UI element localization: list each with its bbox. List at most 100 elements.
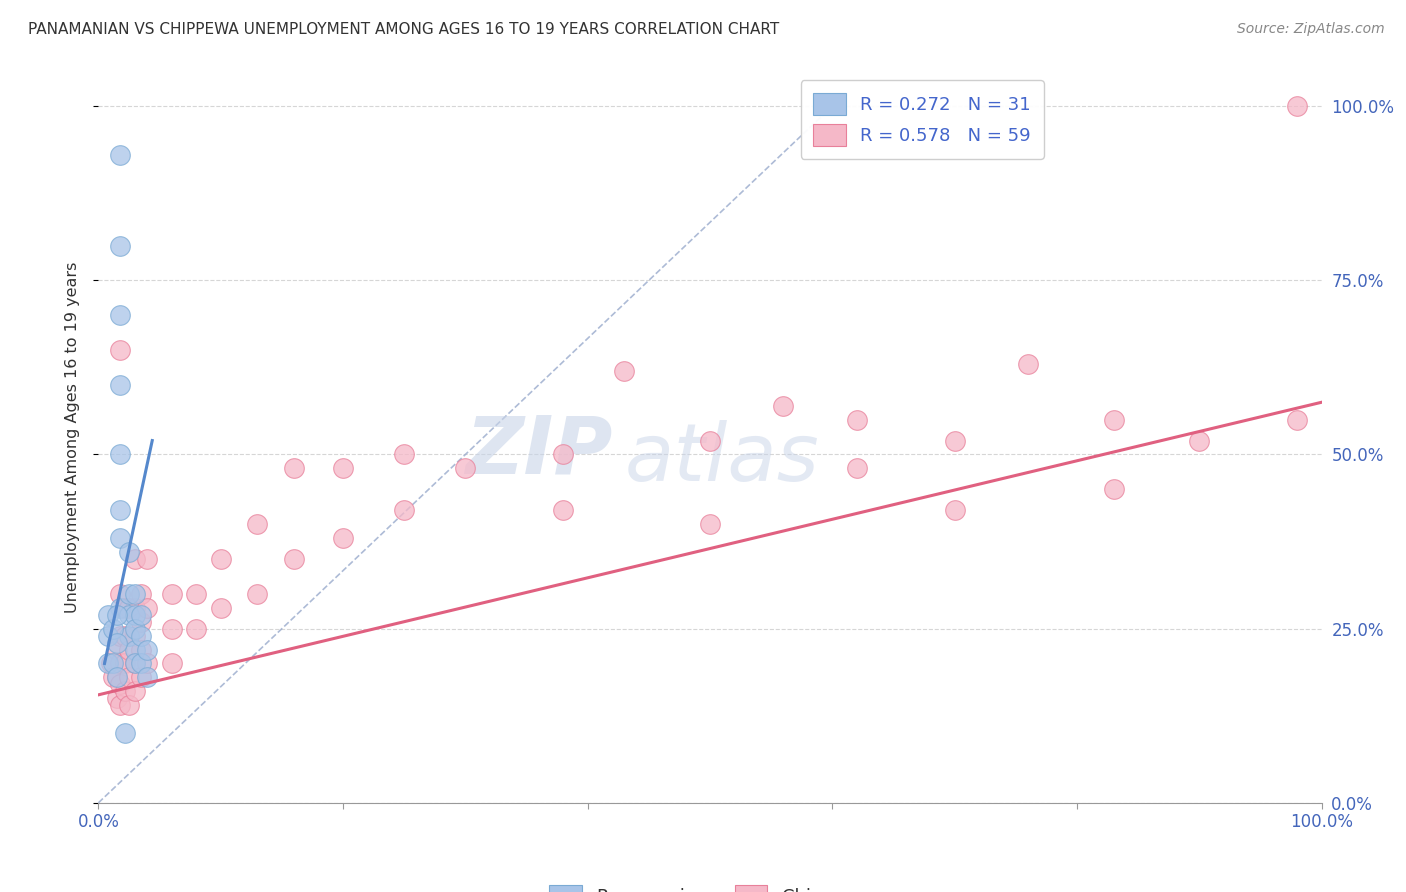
Point [1286, 99, 1309, 113]
Point [1286, 412, 1309, 426]
Point [283, 552, 305, 566]
Point [186, 587, 208, 601]
Point [699, 434, 721, 448]
Point [553, 448, 575, 462]
Point [100, 657, 122, 671]
Point [105, 670, 128, 684]
Point [118, 629, 141, 643]
Point [136, 642, 159, 657]
Point [553, 503, 575, 517]
Point [136, 600, 159, 615]
Point [1102, 483, 1125, 497]
Point [97, 607, 120, 622]
Point [105, 670, 128, 684]
Point [110, 629, 132, 643]
Point [160, 657, 183, 671]
Point [110, 531, 132, 545]
Point [105, 691, 128, 706]
Y-axis label: Unemployment Among Ages 16 to 19 years: Unemployment Among Ages 16 to 19 years [65, 261, 80, 613]
Text: ZIP: ZIP [465, 413, 612, 491]
Point [118, 607, 141, 622]
Point [105, 607, 128, 622]
Point [124, 629, 146, 643]
Point [943, 503, 966, 517]
Point [124, 642, 146, 657]
Point [101, 622, 124, 636]
Point [97, 629, 120, 643]
Point [105, 635, 128, 649]
Point [772, 399, 794, 413]
Point [118, 642, 141, 657]
Point [114, 684, 136, 698]
Point [124, 657, 146, 671]
Point [114, 657, 136, 671]
Text: Source: ZipAtlas.com: Source: ZipAtlas.com [1237, 22, 1385, 37]
Point [699, 517, 721, 532]
Point [110, 148, 132, 162]
Point [124, 684, 146, 698]
Point [101, 657, 124, 671]
Point [845, 461, 868, 475]
Point [129, 657, 152, 671]
Point [136, 670, 159, 684]
Point [118, 545, 141, 559]
Point [110, 448, 132, 462]
Point [332, 531, 354, 545]
Text: PANAMANIAN VS CHIPPEWA UNEMPLOYMENT AMONG AGES 16 TO 19 YEARS CORRELATION CHART: PANAMANIAN VS CHIPPEWA UNEMPLOYMENT AMON… [28, 22, 779, 37]
Point [613, 364, 636, 378]
Point [124, 657, 146, 671]
Point [943, 434, 966, 448]
Point [392, 448, 416, 462]
Point [114, 629, 136, 643]
Point [392, 503, 416, 517]
Point [110, 377, 132, 392]
Point [1017, 357, 1039, 371]
Point [110, 587, 132, 601]
Point [118, 698, 141, 713]
Point [129, 629, 152, 643]
Point [129, 615, 152, 629]
Point [160, 622, 183, 636]
Point [101, 670, 124, 684]
Point [110, 657, 132, 671]
Point [246, 517, 269, 532]
Point [246, 587, 269, 601]
Point [124, 587, 146, 601]
Point [105, 642, 128, 657]
Point [160, 587, 183, 601]
Point [114, 726, 136, 740]
Point [209, 600, 232, 615]
Point [110, 677, 132, 691]
Point [110, 600, 132, 615]
Point [129, 607, 152, 622]
Point [1102, 412, 1125, 426]
Point [1188, 434, 1211, 448]
Point [124, 622, 146, 636]
Point [332, 461, 354, 475]
Point [114, 600, 136, 615]
Legend: Panamanians, Chippewa: Panamanians, Chippewa [541, 878, 879, 892]
Text: atlas: atlas [624, 420, 820, 498]
Point [124, 607, 146, 622]
Point [110, 238, 132, 252]
Point [110, 503, 132, 517]
Point [97, 657, 120, 671]
Point [118, 670, 141, 684]
Point [124, 600, 146, 615]
Point [454, 461, 477, 475]
Point [186, 622, 208, 636]
Point [118, 600, 141, 615]
Point [110, 343, 132, 357]
Point [209, 552, 232, 566]
Point [129, 642, 152, 657]
Point [136, 552, 159, 566]
Point [129, 670, 152, 684]
Point [118, 587, 141, 601]
Point [129, 587, 152, 601]
Point [124, 552, 146, 566]
Point [110, 308, 132, 322]
Point [136, 657, 159, 671]
Point [110, 698, 132, 713]
Point [283, 461, 305, 475]
Point [845, 412, 868, 426]
